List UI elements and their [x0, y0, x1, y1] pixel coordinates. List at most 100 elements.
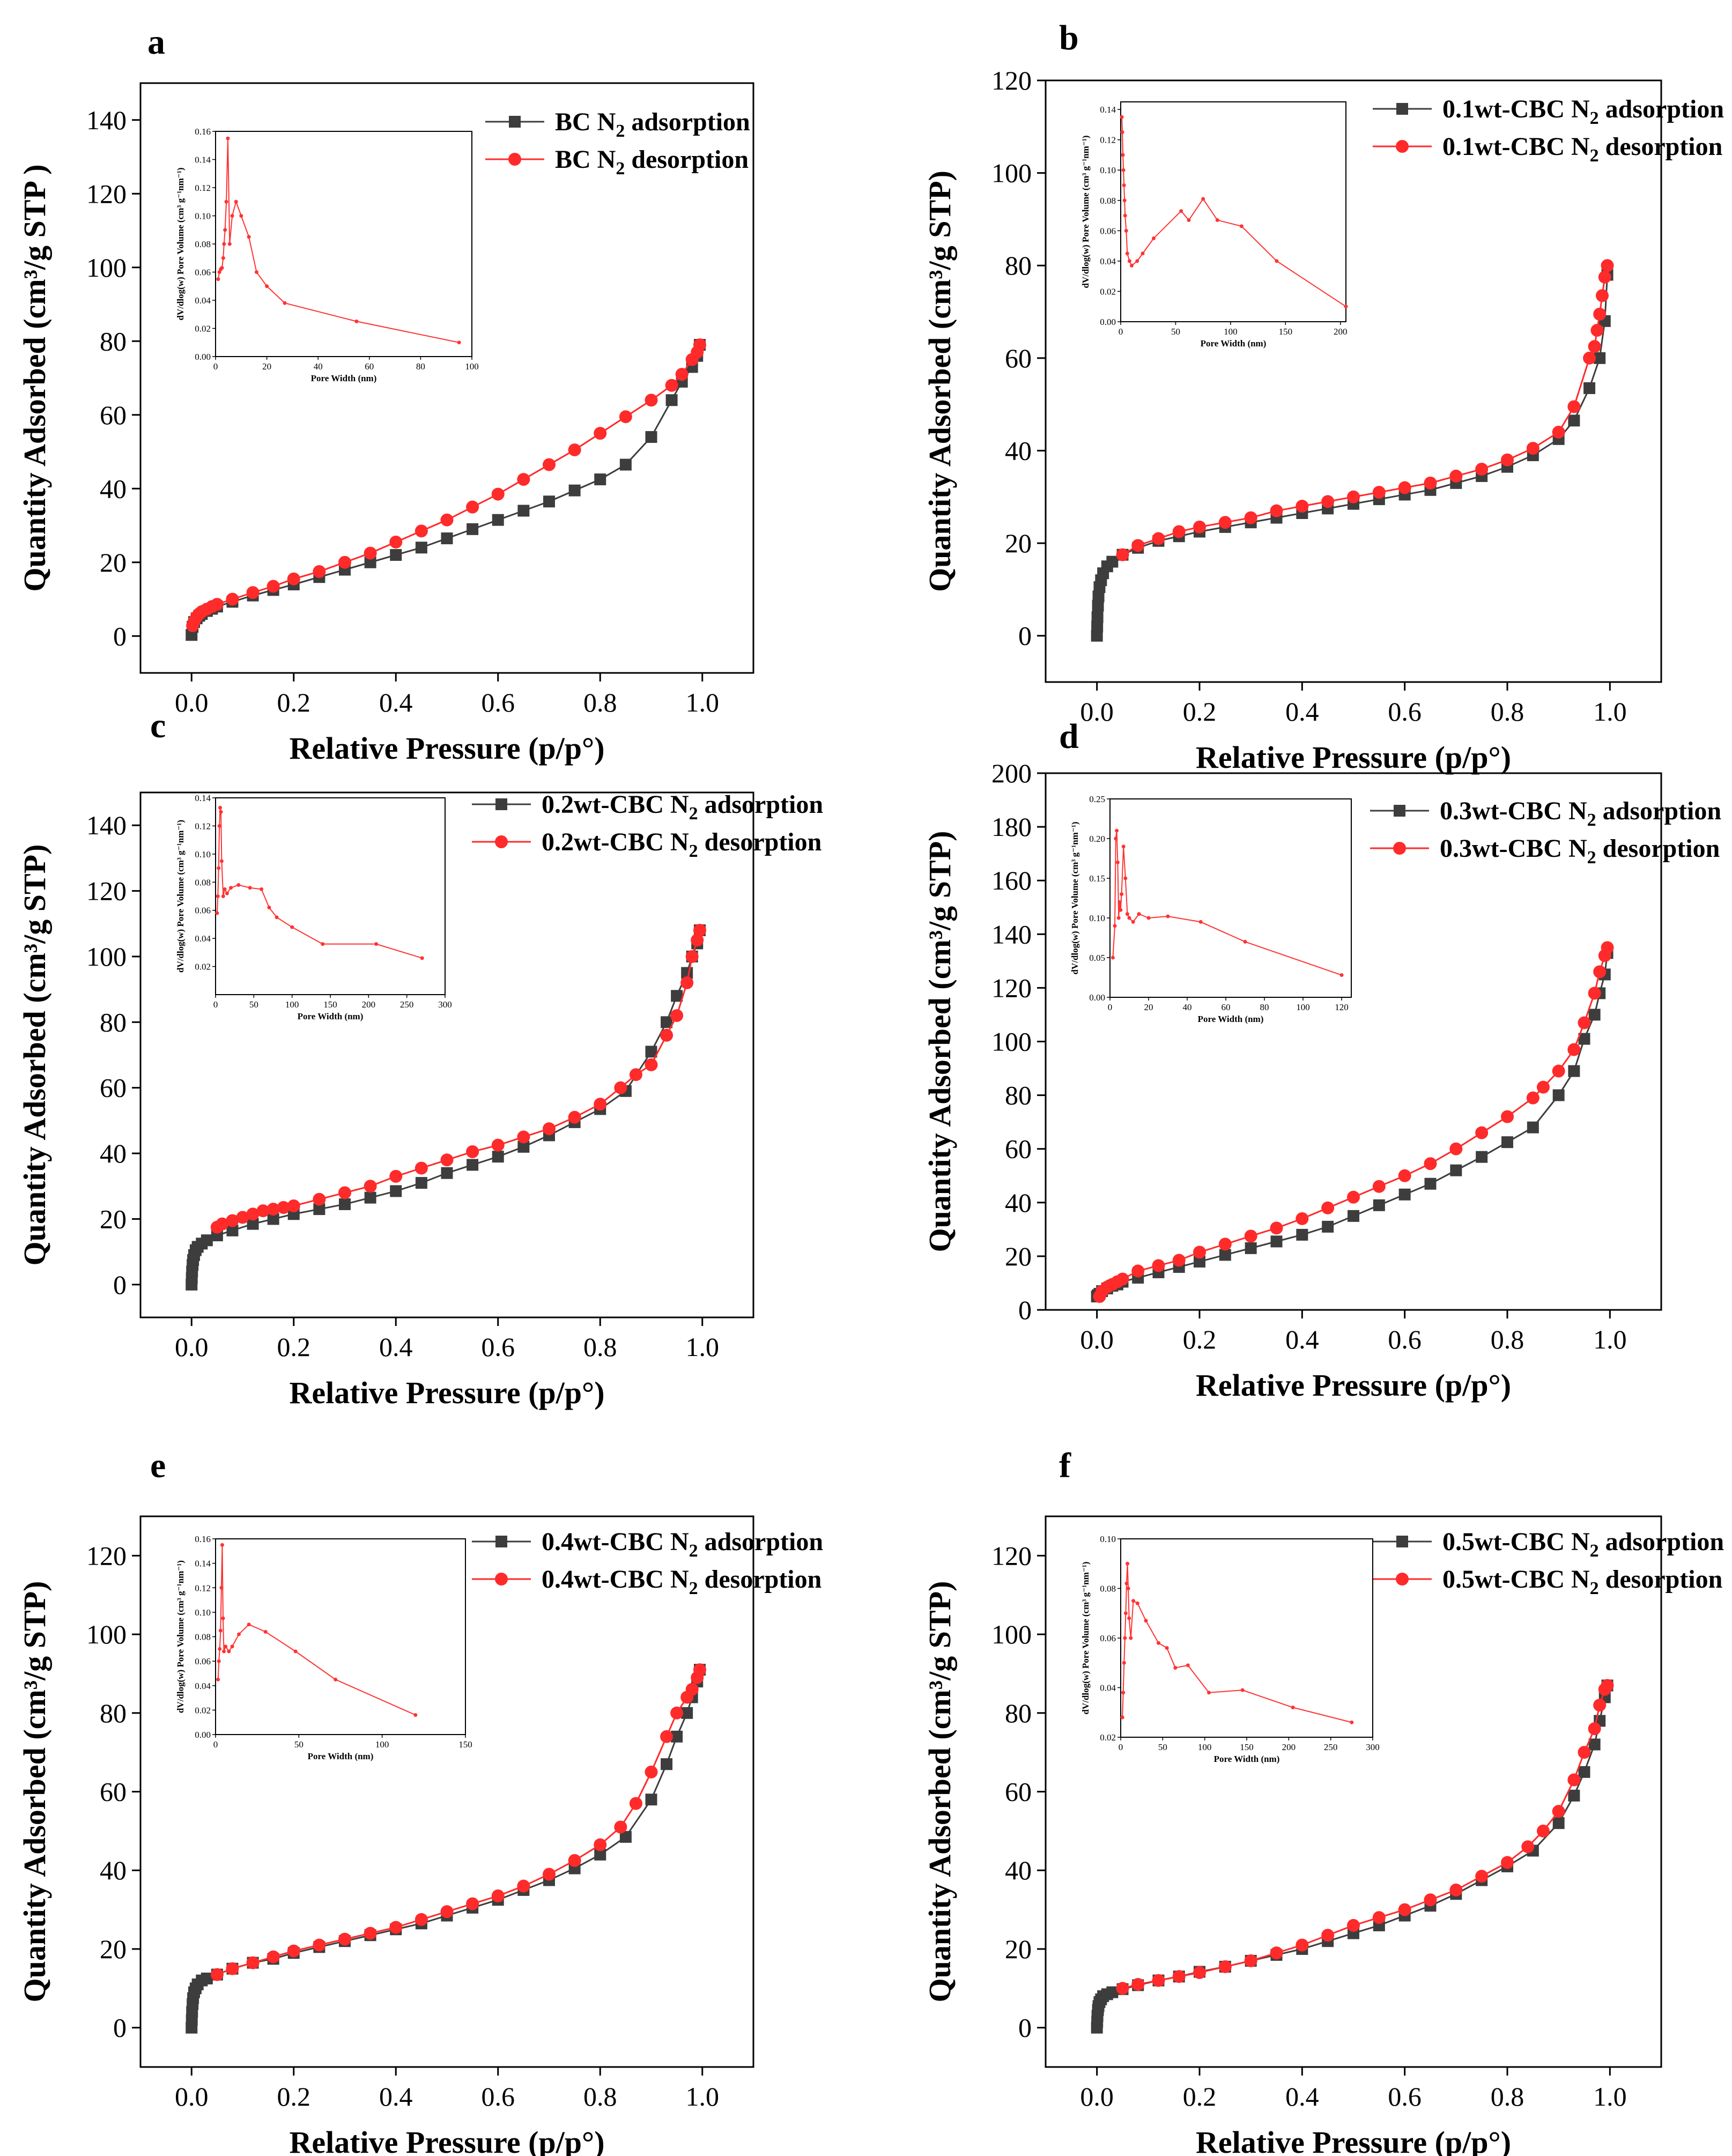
inset-x-tick-label: 60	[1222, 1002, 1231, 1012]
inset-x-tick-label: 50	[1171, 327, 1180, 337]
desorption-point	[517, 473, 530, 486]
desorption-point	[389, 1169, 403, 1183]
desorption-point	[277, 1201, 290, 1214]
y-tick-label: 120	[86, 179, 127, 209]
inset-y-tick-label: 0.00	[1089, 992, 1105, 1003]
inset-y-tick-label: 0.04	[1100, 1683, 1116, 1693]
inset-y-axis-label: dV/dlog(w) Pore Volume (cm³ g⁻¹nm⁻¹)	[1080, 1561, 1091, 1714]
inset-y-axis-label: dV/dlog(w) Pore Volume (cm³ g⁻¹nm⁻¹)	[175, 820, 186, 973]
pore-distribution-point	[1198, 920, 1203, 924]
desorption-point	[1552, 1805, 1565, 1818]
pore-distribution-point	[1173, 1666, 1178, 1670]
pore-distribution-point	[1207, 1691, 1211, 1695]
legend-label: 0.2wt-CBC N2 adsorption	[542, 790, 823, 824]
desorption-point	[313, 1192, 326, 1206]
pore-distribution-point	[1111, 955, 1115, 960]
adsorption-point	[661, 1016, 673, 1028]
x-tick-label: 0.2	[277, 2081, 311, 2111]
y-axis-label: Quantity Adsorbed (cm³/g STP )	[17, 164, 52, 591]
inset-x-tick-label: 200	[362, 999, 376, 1010]
y-tick-label: 20	[1005, 1241, 1032, 1271]
desorption-point	[1172, 1970, 1186, 1983]
inset-y-tick-label: 0.08	[195, 1632, 211, 1642]
y-tick-label: 160	[991, 865, 1032, 895]
adsorption-point	[390, 549, 402, 561]
adsorption-point	[1501, 1136, 1513, 1149]
adsorption-point	[1594, 352, 1606, 364]
y-tick-label: 80	[1005, 250, 1032, 280]
desorption-point	[1449, 1883, 1463, 1896]
y-axis-label: Quantity Adsorbed (cm³/g STP)	[17, 844, 52, 1266]
adsorption-point	[1091, 611, 1104, 624]
desorption-point	[1321, 1929, 1335, 1942]
panel-f: f 0.0 0.2 0.4 0.6 0.8 1.0 0 20 40 60 80 100 120 Relati…	[922, 1446, 1724, 2156]
legend-marker	[508, 153, 521, 166]
inset-x-tick-label: 200	[1334, 327, 1348, 337]
x-tick-label: 0.4	[379, 2081, 413, 2111]
inset-y-tick-label: 0.20	[1089, 834, 1105, 844]
desorption-point	[1593, 1699, 1607, 1712]
y-tick-label: 60	[1005, 343, 1032, 373]
pore-distribution-point	[236, 1632, 241, 1636]
y-tick-label: 20	[1005, 1934, 1032, 1964]
desorption-point	[1172, 1254, 1186, 1267]
desorption-point	[691, 1671, 704, 1684]
legend-marker	[495, 835, 508, 848]
desorption-point	[543, 1868, 556, 1881]
x-tick-label: 0.6	[1388, 2081, 1422, 2111]
adsorption-point	[1194, 1255, 1205, 1268]
desorption-point	[594, 427, 607, 440]
y-tick-label: 80	[1005, 1080, 1032, 1110]
adsorption-point	[1450, 1164, 1462, 1176]
pore-distribution-point	[254, 270, 258, 274]
desorption-point	[246, 1956, 260, 1969]
y-tick-label: 60	[100, 1777, 127, 1807]
pore-distribution-point	[224, 1644, 228, 1649]
inset-x-tick-label: 100	[1296, 1002, 1310, 1012]
pore-distribution-point	[1166, 914, 1170, 918]
inset-x-tick-label: 100	[1224, 327, 1238, 337]
y-tick-label: 40	[100, 1855, 127, 1885]
inset-chart: 0 50 100 150 200 250 300 0.02 0.04 0.06 0.08 0.10 0.…	[175, 793, 452, 1021]
adsorption-point	[645, 1046, 657, 1058]
desorption-point	[287, 572, 300, 586]
pore-distribution-line	[1112, 831, 1342, 976]
y-tick-label: 100	[991, 1027, 1032, 1057]
y-tick-label: 20	[100, 547, 127, 577]
y-tick-label: 120	[86, 1540, 127, 1570]
x-tick-label: 0.4	[1285, 1324, 1319, 1354]
legend-marker	[1396, 103, 1408, 115]
desorption-point	[680, 1691, 694, 1704]
adsorption-point	[313, 1203, 325, 1216]
legend-label: 0.5wt-CBC N2 desorption	[1442, 1565, 1722, 1598]
inset-x-tick-label: 0	[213, 361, 218, 372]
y-tick-label: 80	[100, 1698, 127, 1728]
pore-distribution-point	[1137, 912, 1141, 916]
legend-label: 0.4wt-CBC N2 adsorption	[542, 1528, 823, 1561]
pore-distribution-point	[283, 301, 287, 305]
desorption-point	[693, 923, 706, 937]
pore-distribution-point	[1122, 183, 1126, 188]
inset-x-axis-label: Pore Width (nm)	[1201, 338, 1267, 349]
inset-y-tick-label: 0.06	[1100, 1633, 1116, 1643]
legend-marker	[495, 798, 507, 810]
inset-x-tick-label: 50	[249, 999, 258, 1010]
desorption-point	[1131, 539, 1145, 552]
y-axis-label: Quantity Adsorbed (cm³/g STP)	[922, 171, 957, 592]
legend-marker	[1396, 1536, 1408, 1547]
adsorption-point	[517, 505, 530, 517]
pore-distribution-point	[218, 1647, 222, 1651]
desorption-point	[670, 1706, 684, 1720]
legend-label: 0.1wt-CBC N2 desorption	[1442, 132, 1722, 166]
pore-distribution-point	[221, 894, 225, 898]
desorption-point	[466, 1897, 479, 1910]
pore-distribution-point	[1120, 115, 1124, 119]
inset-x-tick-label: 100	[375, 1739, 389, 1750]
adsorption-point	[1527, 1121, 1539, 1133]
inset-x-axis-label: Pore Width (nm)	[308, 1751, 374, 1761]
inset-frame	[215, 1538, 466, 1735]
desorption-point	[1475, 1870, 1489, 1883]
panel-letter: c	[150, 706, 166, 745]
legend-label: 0.3wt-CBC N2 adsorption	[1440, 797, 1721, 830]
pore-distribution-point	[1129, 263, 1134, 268]
